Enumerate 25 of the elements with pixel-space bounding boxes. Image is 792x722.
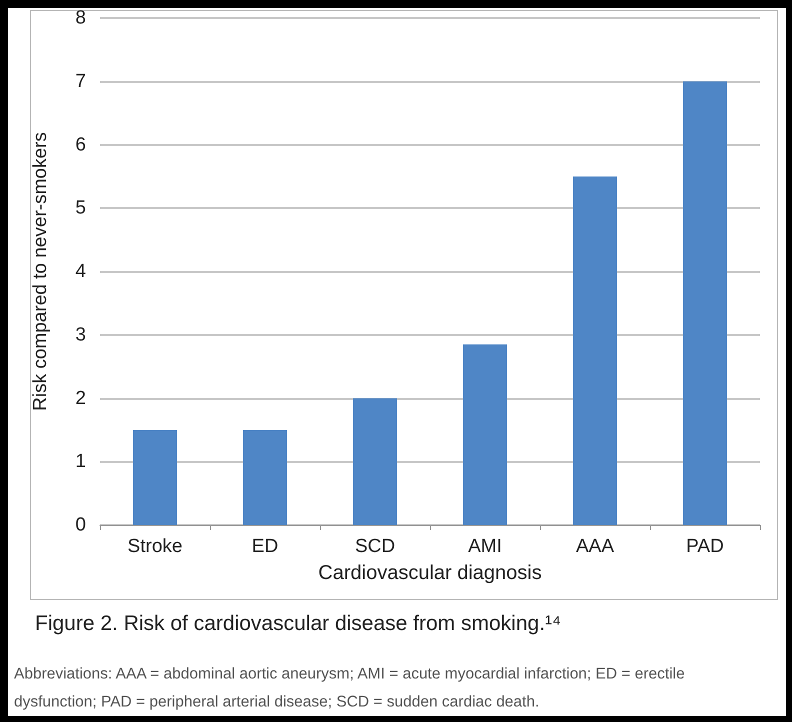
bar <box>463 344 507 525</box>
x-tick-label: SCD <box>354 536 396 557</box>
x-tick-label: Stroke <box>128 536 182 557</box>
bar <box>243 430 287 525</box>
text: Abbreviations: AAA = abdominal aortic aneurysm; AMI = acute myocardial infarction; ED = erectile dysfunction; PAD = peripheral arterial disease; SCD = sudden cardiac death. <box>14 666 690 710</box>
y-tick-label: 3 <box>75 324 86 346</box>
x-axis-title: Cardiovascular diagnosis <box>318 562 542 584</box>
y-tick-label: 4 <box>75 261 86 282</box>
y-tick-label: 6 <box>75 134 86 156</box>
y-tick-label: 7 <box>75 70 86 92</box>
x-tick-label: PAD <box>686 536 724 557</box>
x-tick-label: AAA <box>576 536 614 557</box>
bar <box>573 176 617 525</box>
y-tick-label: 8 <box>75 8 86 28</box>
y-tick-label: 5 <box>75 198 86 219</box>
bar <box>133 430 177 525</box>
y-tick-label: 2 <box>75 388 86 409</box>
y-axis-title: Risk compared to never-smokers <box>30 132 51 411</box>
x-tick-label: AMI <box>468 536 502 557</box>
bar <box>683 81 727 525</box>
text: Figure 2. Risk of cardiovascular disease from smoking.¹⁴ <box>35 612 562 635</box>
bar <box>353 398 397 525</box>
y-tick-label: 1 <box>75 451 86 472</box>
y-tick-label: 0 <box>75 514 86 536</box>
x-tick-label: ED <box>252 536 278 557</box>
